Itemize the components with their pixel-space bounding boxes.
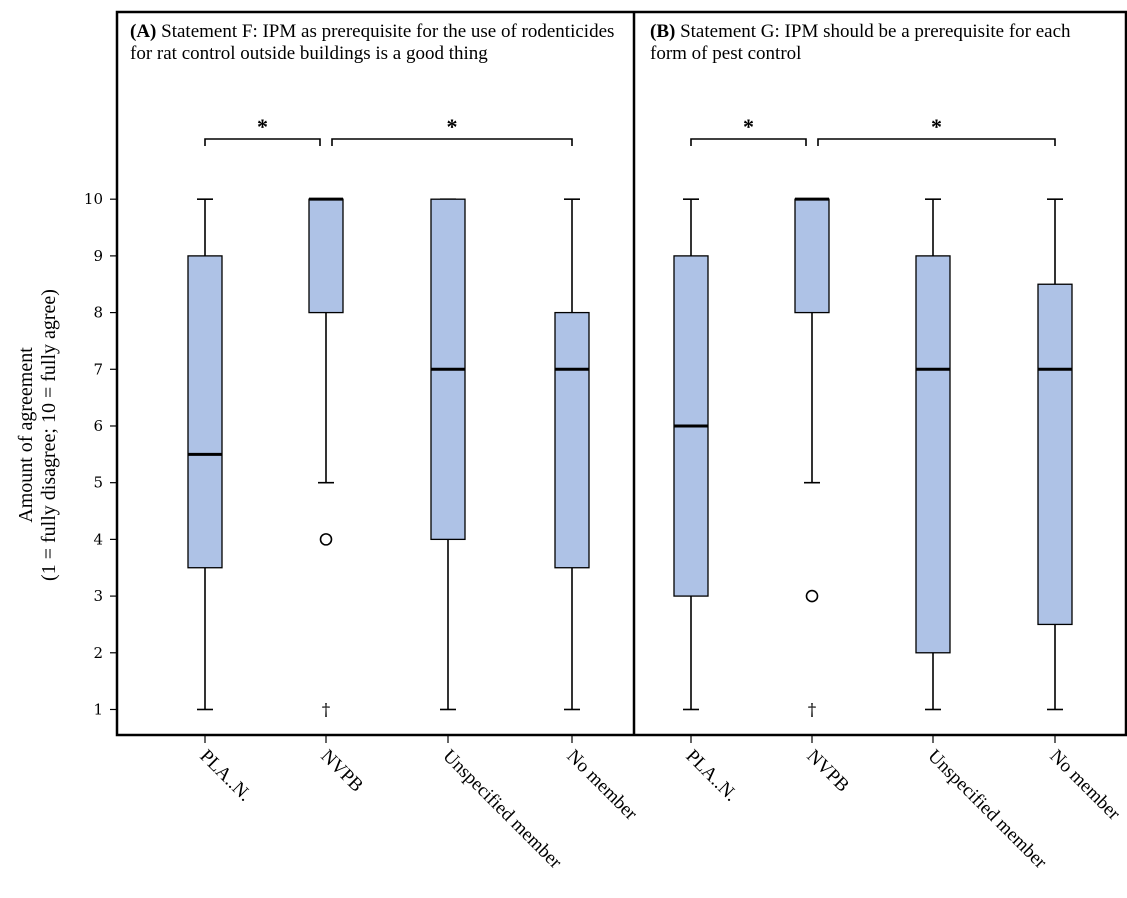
significance-star: * (931, 114, 942, 139)
bracket-line (690, 138, 807, 146)
x-tick-label: No member (1045, 746, 1124, 825)
y-tick-label: 4 (93, 530, 103, 548)
iqr-box (308, 198, 344, 314)
boxplot-box (673, 198, 709, 711)
bracket-line (204, 138, 321, 146)
iqr-box (554, 311, 590, 569)
boxplot-box (1037, 198, 1073, 711)
significance-bracket: * (690, 114, 807, 146)
panel-b-title-text: Statement G: IPM should be a prerequisit… (650, 21, 1071, 64)
y-axis-title: Amount of agreement (1 = fully disagree;… (15, 275, 61, 595)
plot-frame (115, 10, 1127, 737)
extreme-point: † (808, 700, 817, 720)
y-tick-label: 10 (84, 190, 103, 208)
iqr-box (1037, 283, 1073, 626)
y-tick-label: 8 (93, 304, 103, 322)
significance-bracket: * (204, 114, 321, 146)
y-axis-title-line1: Amount of agreement (15, 347, 37, 523)
iqr-box (915, 255, 951, 654)
y-tick-label: 7 (93, 360, 103, 378)
panel-a-label: (A) (130, 21, 157, 42)
y-tick-label: 1 (93, 700, 103, 718)
bracket-line (817, 138, 1056, 146)
iqr-box (187, 255, 223, 569)
y-tick-label: 5 (93, 474, 103, 492)
iqr-box (794, 198, 830, 314)
x-tick-label: PLA..N. (681, 746, 741, 806)
panel-a-title-text: Statement F: IPM as prerequisite for the… (130, 21, 615, 64)
x-tick-label: Unspecified member (923, 746, 1051, 874)
panel-b-label: (B) (650, 21, 676, 42)
outlier-point (319, 533, 333, 546)
extreme-point: † (322, 700, 331, 720)
bracket-line (331, 138, 573, 146)
boxplot-box: † (794, 197, 830, 720)
x-tick-label: NVPB (802, 746, 853, 797)
y-axis-title-line2: (1 = fully disagree; 10 = fully agree) (38, 289, 60, 581)
x-tick-label: Unspecified member (438, 746, 566, 874)
x-tick-label: No member (562, 746, 641, 825)
x-tick-label: PLA..N. (195, 746, 255, 806)
y-tick-label: 2 (93, 644, 103, 662)
significance-star: * (447, 114, 458, 139)
boxplot-box (430, 198, 466, 711)
y-tick-label: 9 (93, 247, 103, 265)
boxplot-box (915, 198, 951, 711)
significance-star: * (257, 114, 268, 139)
significance-bracket: * (817, 114, 1056, 146)
boxplot-box (187, 198, 223, 711)
boxplot-box: † (308, 197, 344, 720)
y-tick-label: 6 (93, 417, 103, 435)
significance-star: * (743, 114, 754, 139)
panel-a-title: (A) Statement F: IPM as prerequisite for… (130, 21, 620, 65)
x-tick-label: NVPB (316, 746, 367, 797)
boxplot-box (554, 198, 590, 711)
y-tick-label: 3 (93, 587, 103, 605)
outlier-point (805, 589, 819, 603)
significance-bracket: * (331, 114, 573, 146)
panel-b-title: (B) Statement G: IPM should be a prerequ… (650, 21, 1110, 65)
